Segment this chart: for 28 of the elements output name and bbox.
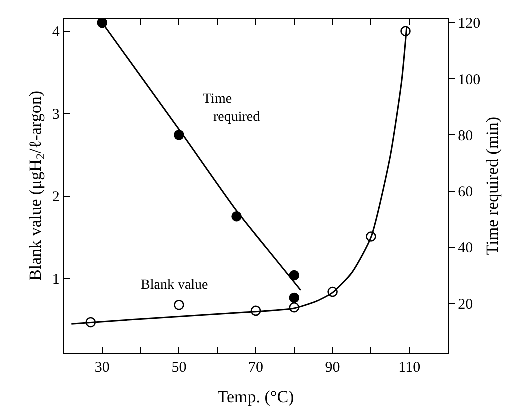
point	[289, 302, 300, 313]
point	[289, 270, 300, 281]
y-tick-label: 2	[52, 190, 60, 206]
x-tick-label: 110	[398, 360, 421, 376]
point	[289, 292, 300, 304]
y2-tick-label: 120	[458, 16, 481, 32]
point	[174, 300, 184, 310]
point	[86, 317, 96, 328]
x-tick-label: 50	[172, 360, 187, 376]
y-tick-label: 1	[52, 272, 60, 288]
point	[400, 26, 411, 37]
y2-tick-label: 40	[458, 240, 474, 257]
point	[250, 306, 262, 316]
x-tick-label: 90	[325, 360, 340, 376]
y2-tick-label: 20	[458, 296, 474, 313]
y2-tick-label: 80	[458, 128, 474, 144]
y2-tick-label: 100	[458, 72, 481, 88]
point	[328, 286, 338, 298]
series-label: Time required	[203, 92, 260, 126]
series-label: Blank value	[141, 278, 208, 293]
y2-axis-title: Time required (min)	[483, 116, 502, 256]
x-tick-label: 70	[248, 360, 264, 376]
x-tick-label: 30	[94, 360, 110, 376]
y2-tick-label: 60	[458, 184, 474, 201]
x-axis-title: Temp. (°C)	[218, 388, 294, 406]
y-tick-label: 4	[52, 24, 60, 41]
y-tick-label: 3	[52, 107, 60, 124]
point	[366, 232, 376, 242]
